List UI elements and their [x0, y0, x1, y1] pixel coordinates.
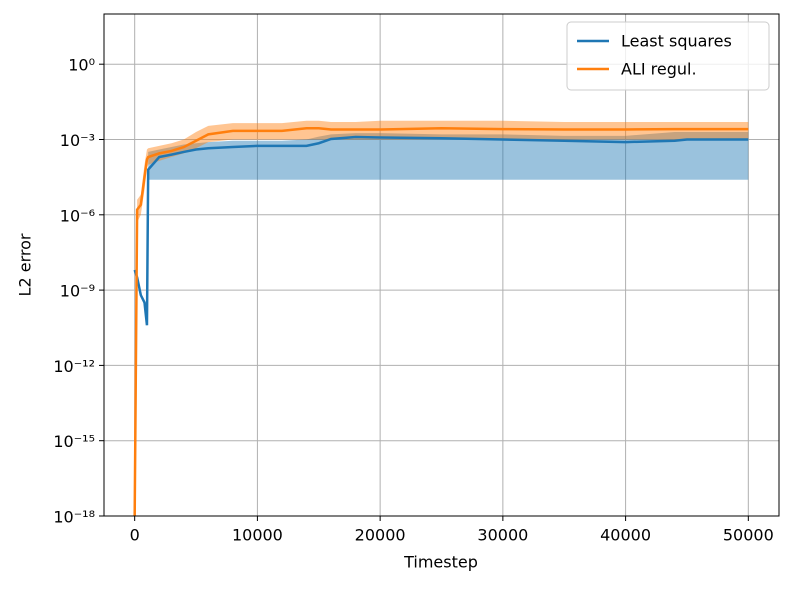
legend-label: ALI regul. — [621, 60, 697, 79]
line — [133, 127, 749, 516]
x-tick-label: 30000 — [477, 526, 528, 545]
x-tick-label: 50000 — [723, 526, 774, 545]
y-tick-label: 10⁻¹² — [53, 357, 95, 376]
y-tick-label: 10⁻⁹ — [60, 282, 95, 301]
y-tick-label: 10⁰ — [68, 56, 95, 75]
legend-box — [566, 21, 770, 91]
band — [148, 131, 749, 180]
x-tick-label: 0 — [130, 526, 140, 545]
plot-frame — [103, 13, 780, 517]
x-tick-label: 40000 — [600, 526, 651, 545]
x-tick-label: 10000 — [232, 526, 283, 545]
x-axis-label: Timestep — [403, 553, 478, 572]
plot-area — [133, 120, 749, 516]
y-tick-label: 10⁻¹⁸ — [53, 508, 95, 527]
y-tick-label: 10⁻⁶ — [60, 206, 95, 225]
legend-label: Least squares — [621, 32, 732, 51]
x-tick-label: 20000 — [355, 526, 406, 545]
line — [133, 135, 749, 326]
band — [137, 120, 749, 223]
y-tick-label: 10⁻¹⁵ — [53, 432, 95, 451]
y-tick-label: 10⁻³ — [60, 131, 95, 150]
y-axis-label: L2 error — [16, 233, 35, 296]
